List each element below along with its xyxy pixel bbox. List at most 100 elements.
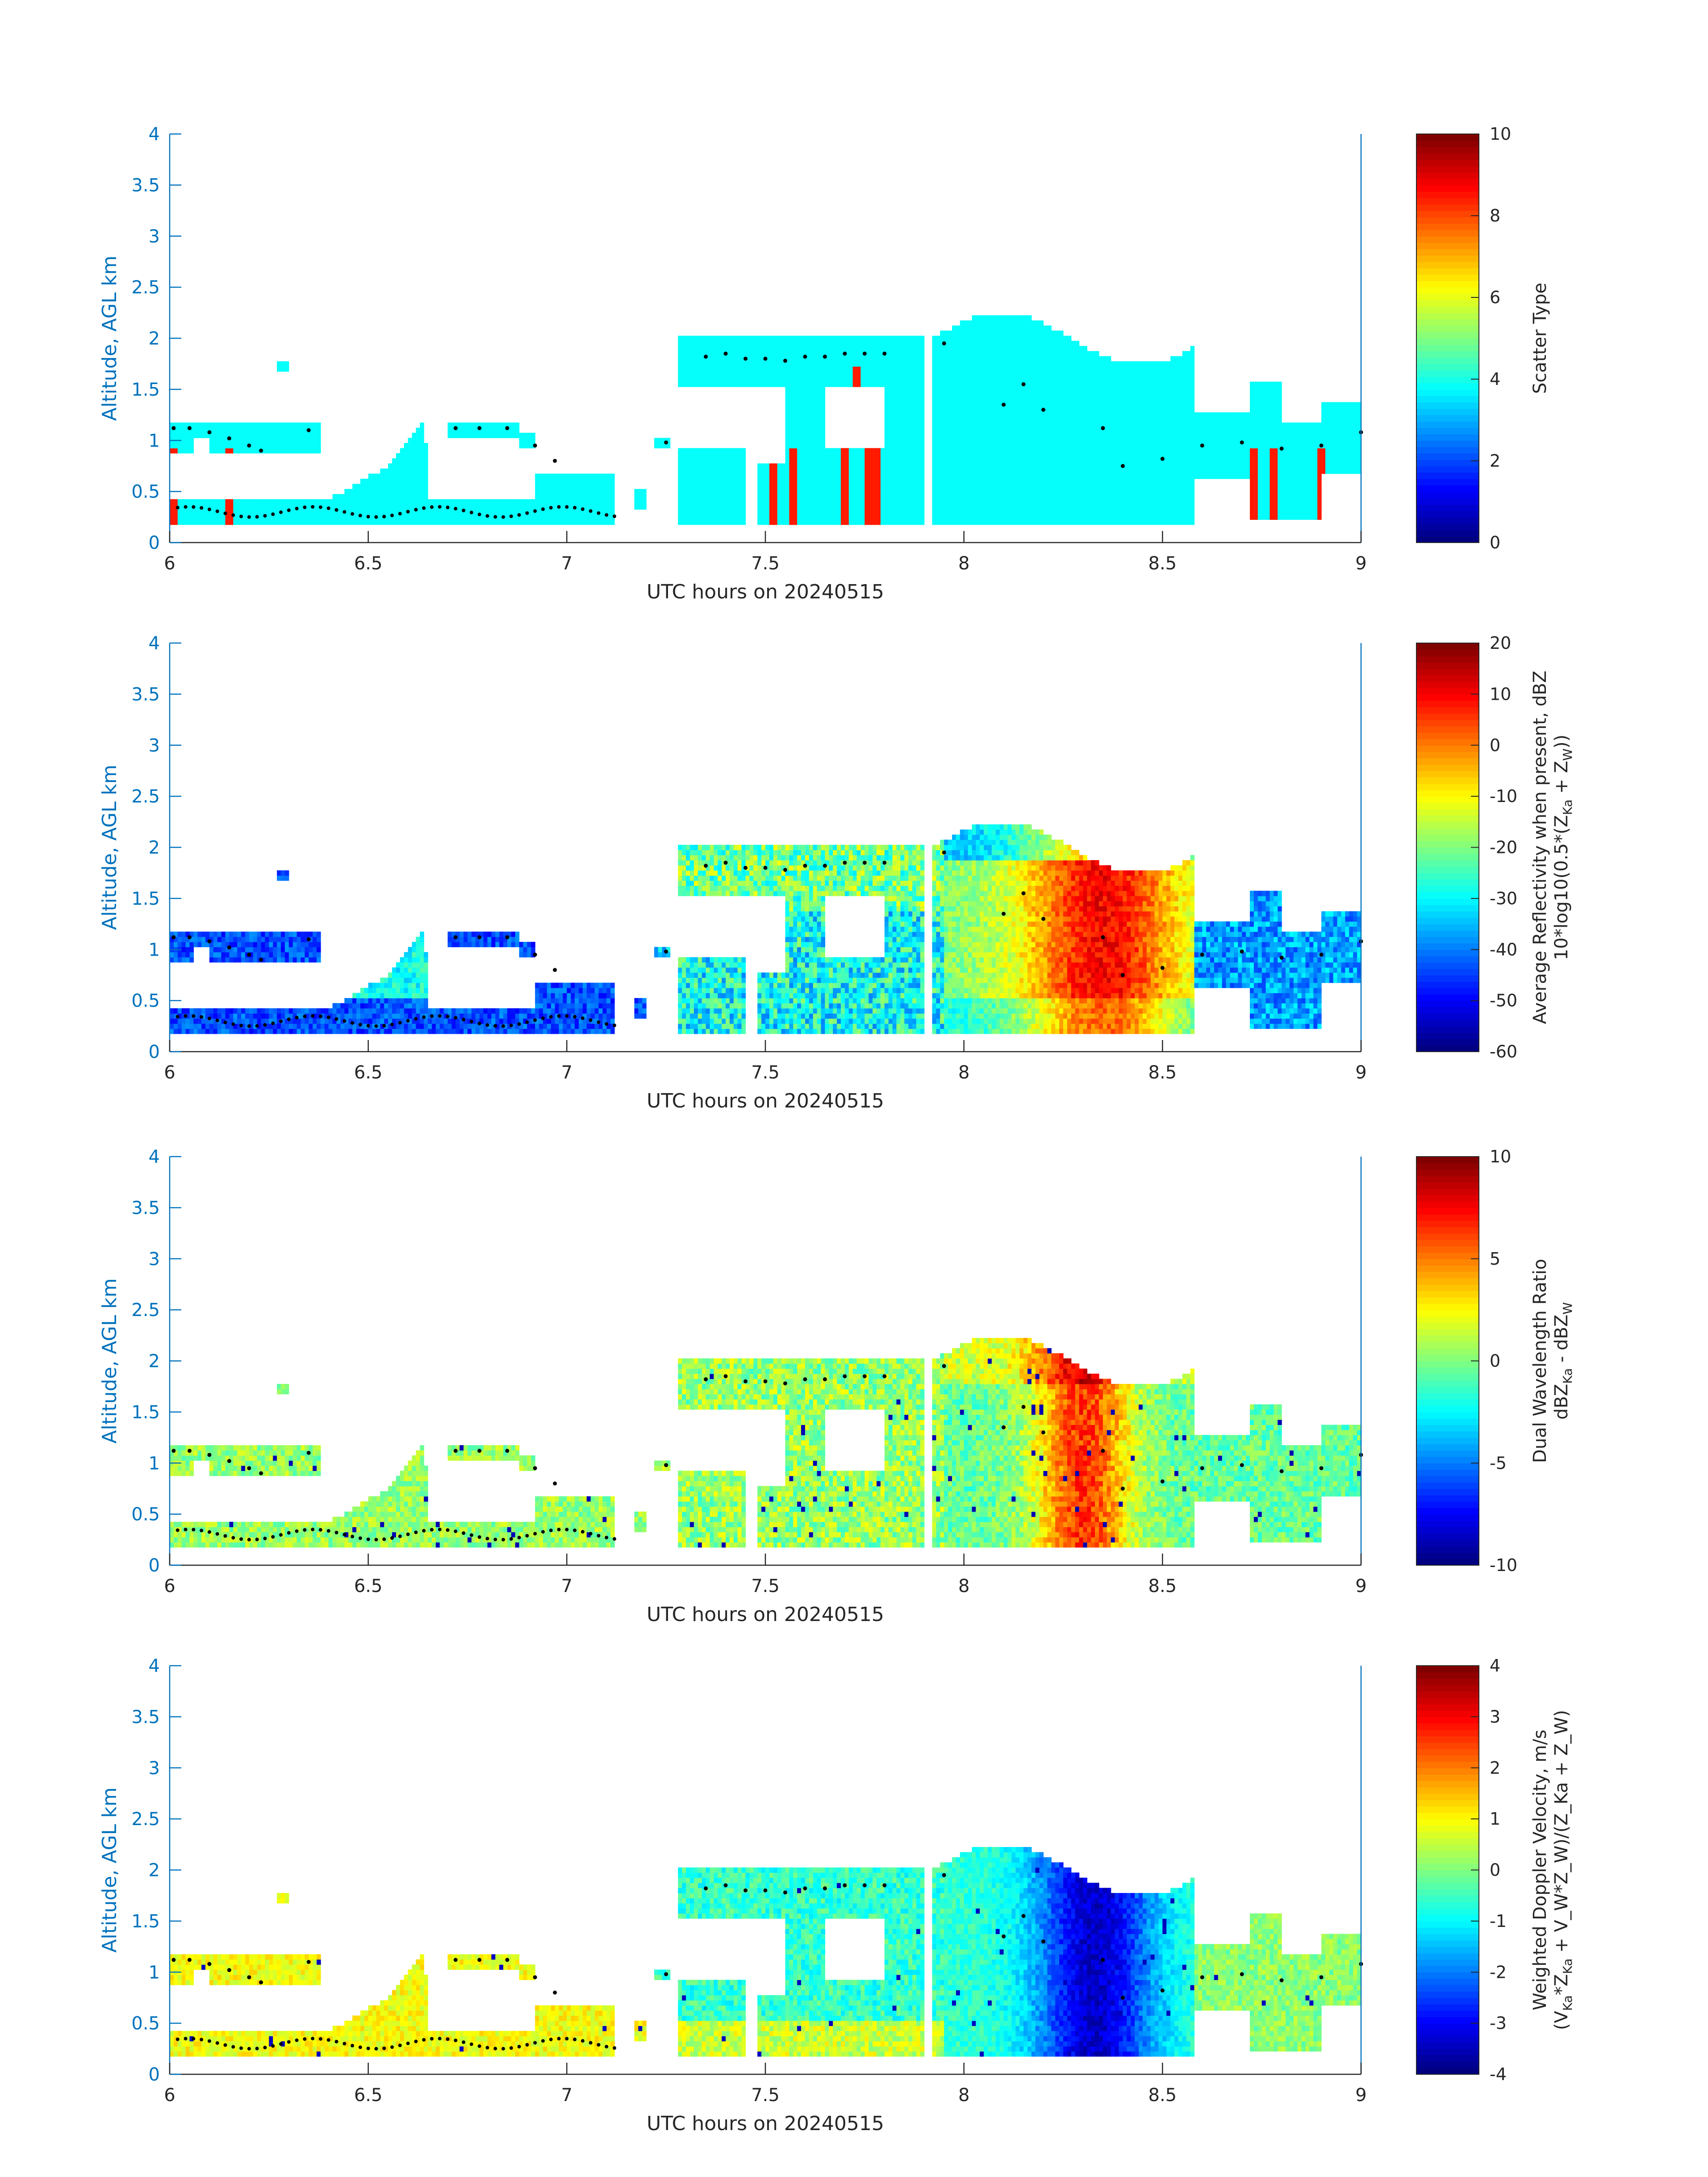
heatmap-cell — [801, 509, 806, 515]
heatmap-cell — [515, 504, 520, 510]
heatmap-cell — [1011, 402, 1016, 408]
heatmap-cell — [869, 453, 873, 459]
heatmap-cell — [1071, 387, 1076, 393]
heatmap-cell — [702, 473, 706, 479]
heatmap-cell — [693, 509, 698, 515]
heatmap-cell — [856, 376, 861, 382]
heatmap-cell — [1135, 499, 1139, 505]
heatmap-cell — [213, 422, 218, 428]
heatmap-cell — [606, 509, 611, 515]
heatmap-cell — [718, 484, 722, 489]
heatmap-cell — [940, 371, 944, 377]
heatmap-cell — [332, 504, 337, 510]
heatmap-cell — [1035, 397, 1040, 402]
heatmap-cell — [722, 519, 726, 525]
heatmap-cell — [821, 366, 825, 372]
heatmap-cell — [936, 479, 940, 484]
heatmap-cell — [360, 499, 365, 505]
heatmap-cell — [801, 422, 806, 428]
heatmap-cell — [1107, 361, 1111, 367]
heatmap-cell — [177, 504, 182, 510]
heatmap-cell — [964, 335, 969, 341]
heatmap-cell — [726, 463, 730, 469]
heatmap-cell — [1142, 514, 1147, 520]
heatmap-cell — [598, 504, 603, 510]
heatmap-cell — [908, 468, 913, 474]
heatmap-cell — [852, 458, 857, 464]
heatmap-cell — [404, 519, 409, 525]
heatmap-cell — [420, 499, 424, 505]
heatmap-cell — [777, 489, 782, 494]
heatmap-cell — [697, 473, 702, 479]
heatmap-cell — [693, 504, 698, 510]
heatmap-cell — [229, 499, 234, 505]
heatmap-cell — [396, 519, 401, 525]
heatmap-cell — [682, 335, 686, 341]
heatmap-cell — [269, 427, 273, 433]
heatmap-cell — [995, 392, 1000, 397]
heatmap-cell — [821, 381, 825, 387]
heatmap-cell — [789, 453, 793, 459]
heatmap-cell — [1162, 519, 1167, 525]
heatmap-cell — [944, 376, 948, 382]
heatmap-cell — [706, 448, 710, 454]
heatmap-cell — [980, 473, 984, 479]
heatmap-cell — [1115, 494, 1119, 500]
heatmap-cell — [1003, 341, 1008, 347]
heatmap-cell — [988, 361, 992, 367]
heatmap-cell — [888, 412, 893, 418]
heatmap-cell — [984, 351, 988, 357]
heatmap-cell — [447, 519, 452, 525]
heatmap-cell — [960, 417, 965, 423]
heatmap-cell — [384, 514, 388, 520]
heatmap-cell — [873, 504, 877, 510]
heatmap-cell — [860, 509, 865, 515]
heatmap-cell — [722, 458, 726, 464]
heatmap-cell — [439, 509, 444, 515]
heatmap-cell — [920, 397, 925, 402]
heatmap-cell — [686, 341, 690, 347]
heatmap-cell — [487, 422, 492, 428]
heatmap-cell — [1023, 468, 1028, 474]
heatmap-cell — [1067, 427, 1072, 433]
heatmap-cell — [309, 514, 313, 520]
heatmap-cell — [662, 443, 667, 448]
heatmap-cell — [1035, 494, 1040, 500]
heatmap-cell — [940, 504, 944, 510]
heatmap-cell — [1039, 453, 1044, 459]
heatmap-cell — [1131, 484, 1135, 489]
heatmap-cell — [765, 335, 770, 341]
heatmap-cell — [995, 376, 1000, 382]
heatmap-cell — [408, 514, 413, 520]
heatmap-cell — [1067, 366, 1072, 372]
heatmap-cell — [944, 433, 948, 439]
heatmap-cell — [579, 479, 583, 484]
heatmap-cell — [984, 494, 988, 500]
heatmap-cell — [1123, 376, 1127, 382]
heatmap-cell — [1150, 519, 1155, 525]
heatmap-cell — [856, 489, 861, 494]
heatmap-cell — [1099, 519, 1103, 525]
heatmap-cell — [706, 514, 710, 520]
heatmap-cell — [189, 427, 194, 433]
heatmap-cell — [416, 504, 420, 510]
heatmap-cell — [1099, 473, 1103, 479]
heatmap-cell — [1075, 494, 1080, 500]
heatmap-cell — [900, 376, 905, 382]
heatmap-cell — [443, 519, 448, 525]
heatmap-cell — [761, 479, 766, 484]
heatmap-cell — [920, 341, 925, 347]
heatmap-cell — [439, 514, 444, 520]
heatmap-cell — [1019, 402, 1024, 408]
heatmap-cell — [773, 473, 778, 479]
heatmap-cell — [912, 335, 917, 341]
heatmap-cell — [1111, 397, 1115, 402]
heatmap-cell — [852, 356, 857, 362]
heatmap-cell — [757, 376, 762, 382]
heatmap-cell — [813, 494, 818, 500]
heatmap-cell — [543, 479, 547, 484]
heatmap-cell — [1154, 361, 1159, 367]
heatmap-cell — [229, 443, 234, 448]
heatmap-cell — [968, 463, 973, 469]
heatmap-cell — [848, 499, 853, 505]
